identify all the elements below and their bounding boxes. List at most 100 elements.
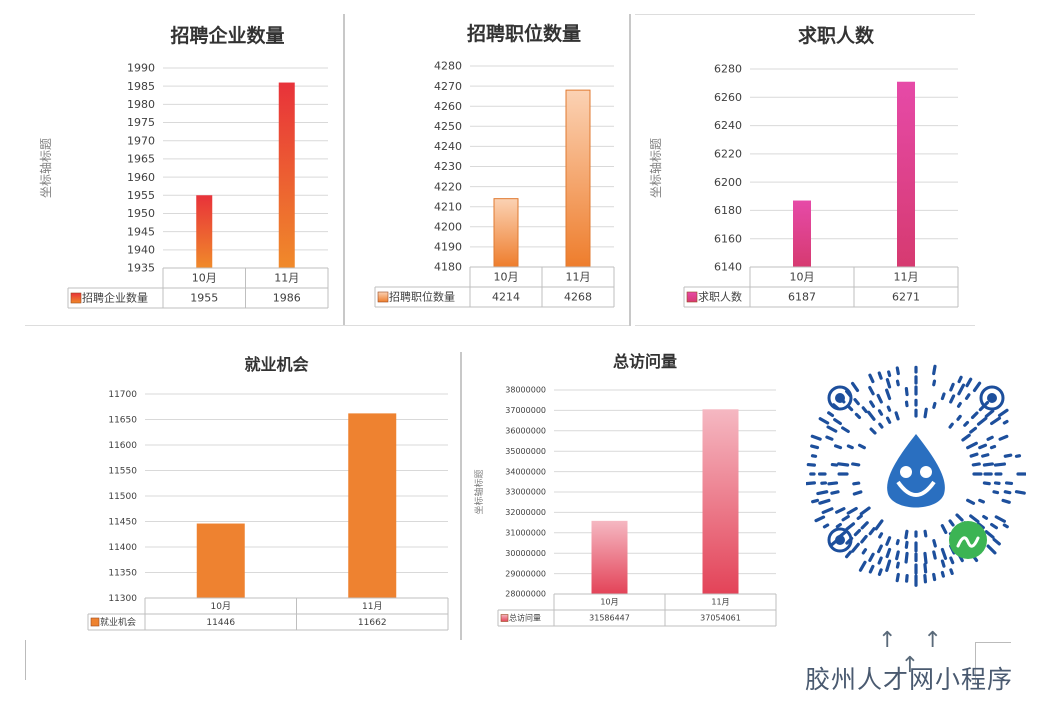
data-table-value: 37054061	[700, 614, 741, 623]
qr-finder-dot	[835, 535, 845, 545]
qr-dot	[827, 411, 835, 418]
chart-title: 总访问量	[613, 352, 677, 371]
qr-finder-ring	[827, 527, 853, 553]
y-tick-label: 11400	[108, 543, 137, 553]
qr-dot	[852, 481, 861, 486]
y-tick-label: 1960	[127, 171, 155, 184]
bar	[196, 195, 213, 268]
y-tick-label: 6260	[714, 91, 742, 104]
y-tick-label: 11450	[108, 518, 137, 528]
qr-dot	[804, 481, 816, 486]
chart-job-positions: 招聘职位数量 4180 4190 4200 4210 4220 4230 4240 4250 42…	[374, 22, 615, 308]
chart-title: 求职人数	[798, 24, 875, 47]
qr-dot	[825, 435, 834, 441]
qr-dot	[886, 405, 892, 412]
qr-dot	[990, 522, 998, 530]
qr-dot	[814, 515, 826, 523]
qr-dot	[982, 462, 994, 467]
qr-dot	[923, 574, 928, 584]
qr-dot	[976, 522, 985, 530]
y-tick-label: 1975	[127, 116, 155, 129]
qr-dot	[854, 412, 862, 420]
qr-dot	[1014, 490, 1026, 495]
qr-dot	[887, 370, 892, 378]
mini-program-badge-glyph	[956, 536, 980, 548]
qr-dot	[895, 550, 900, 561]
qr-dot	[877, 556, 883, 565]
mini-program-qr-code-icon[interactable]	[804, 362, 1027, 602]
y-tick-label: 4190	[434, 241, 462, 254]
divider	[460, 352, 462, 640]
qr-dot	[816, 490, 829, 496]
qr-dot	[972, 381, 982, 393]
y-tick-label: 1980	[127, 98, 155, 111]
y-tick-label: 4220	[434, 180, 462, 193]
qr-dot	[868, 527, 876, 536]
qr-dot	[869, 400, 876, 408]
chart-panel-recruiting-companies: 招聘企业数量 坐标轴标题 1935 1940 1945 1950 1955 1960 1965 1…	[28, 14, 340, 314]
qr-finder-ring	[827, 385, 853, 411]
data-table-value: 11446	[206, 618, 235, 628]
qr-dot	[982, 514, 989, 520]
qr-dot	[993, 462, 1006, 467]
y-tick-label: 28000000	[505, 590, 546, 599]
qr-dot	[810, 444, 820, 450]
data-table-value: 4268	[564, 291, 592, 304]
bar	[702, 409, 739, 594]
y-tick-label: 6200	[714, 176, 742, 189]
mini-program-caption: 胶州人才网小程序	[805, 665, 1014, 694]
x-category-label: 11月	[274, 272, 299, 285]
y-tick-label: 4210	[434, 200, 462, 213]
x-category-label: 10月	[600, 598, 618, 607]
chart-title: 招聘职位数量	[467, 22, 581, 45]
qr-dot	[845, 522, 856, 531]
qr-dot	[978, 443, 988, 450]
qr-dot	[965, 377, 973, 388]
qr-dot	[877, 371, 883, 380]
qr-dot	[835, 507, 846, 514]
qr-dot	[923, 529, 928, 538]
x-category-label: 11月	[362, 601, 382, 612]
qr-finder-dot	[835, 393, 845, 403]
qr-dot	[852, 490, 863, 496]
qr-dot	[858, 560, 867, 572]
qr-finder-dot	[987, 393, 997, 403]
qr-dot	[885, 378, 892, 389]
qr-dot	[868, 564, 875, 574]
qr-dot	[904, 387, 909, 397]
qr-dot	[940, 392, 946, 401]
qr-dot	[857, 443, 866, 450]
y-tick-label: 38000000	[505, 386, 546, 395]
y-tick-label: 34000000	[505, 467, 546, 476]
qr-dot	[845, 550, 853, 559]
bar	[565, 89, 591, 268]
qr-dot	[923, 407, 928, 419]
qr-dot	[835, 522, 842, 529]
qr-dot	[878, 532, 884, 539]
qr-dot	[818, 498, 831, 505]
qr-dot	[1003, 490, 1012, 495]
qr-dot	[932, 572, 937, 582]
qr-logo-figure	[920, 466, 932, 478]
qr-dot	[885, 536, 892, 546]
qr-dot	[895, 561, 900, 569]
y-tick-label: 1990	[127, 62, 155, 75]
qr-dot	[851, 542, 860, 553]
qr-dot	[877, 568, 883, 576]
chart-title: 就业机会	[244, 355, 308, 374]
y-tick-label: 4250	[434, 120, 462, 133]
qr-dot	[877, 544, 883, 554]
qr-dot	[895, 366, 900, 376]
qr-dot	[963, 420, 970, 427]
qr-dot	[966, 441, 978, 450]
y-axis-title: 坐标轴标题	[473, 469, 485, 514]
qr-dot	[859, 506, 871, 516]
qr-dot	[885, 559, 892, 572]
qr-dot	[971, 462, 981, 467]
y-tick-label: 30000000	[505, 549, 546, 558]
qr-dot	[895, 539, 900, 546]
qr-dot	[860, 521, 869, 530]
bar	[278, 82, 295, 268]
legend-swatch	[90, 617, 100, 627]
pointer-arrows: ↑ ↑ ↑	[878, 628, 952, 678]
